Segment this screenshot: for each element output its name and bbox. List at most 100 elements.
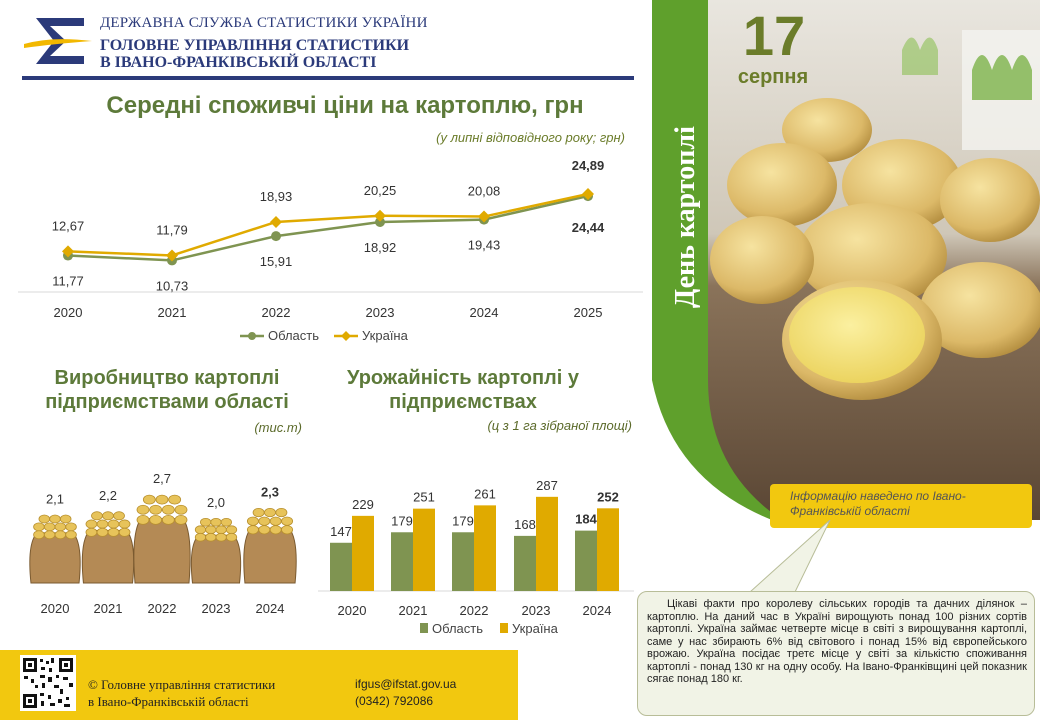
potato-icon <box>155 494 169 505</box>
footer-phone: (0342) 792086 <box>355 694 434 708</box>
agency-name: ДЕРЖАВНА СЛУЖБА СТАТИСТИКИ УКРАЇНИ <box>100 15 428 31</box>
data-point <box>582 187 594 200</box>
facts-box <box>637 591 1035 716</box>
potato-icon <box>65 530 77 540</box>
data-label: 2,0 <box>207 495 225 510</box>
data-label: 20,25 <box>364 183 397 198</box>
x-tick-label: 2024 <box>583 603 612 618</box>
x-tick-label: 2021 <box>399 603 428 618</box>
callout-pointer <box>748 520 831 593</box>
potato-icon <box>220 517 232 527</box>
event-day: 17 <box>742 4 806 67</box>
data-label: 2,7 <box>153 471 171 486</box>
price-chart-subtitle: (у липні відповідного року; грн) <box>436 130 625 145</box>
x-tick-label: 2023 <box>202 601 231 616</box>
series-line-oblast <box>67 194 589 262</box>
legend-swatch <box>420 623 428 633</box>
data-label: 19,43 <box>468 238 501 253</box>
potato-icon <box>246 525 259 535</box>
potato-icon <box>102 511 114 521</box>
potato-icon <box>797 203 947 307</box>
potato-icon <box>281 525 294 535</box>
potato-icon <box>194 525 207 535</box>
data-point <box>62 245 74 258</box>
bar-oblast <box>514 535 536 591</box>
potato-icon <box>161 514 175 525</box>
potato-icon <box>65 522 77 532</box>
data-label: 251 <box>413 490 435 505</box>
bar-oblast <box>575 530 597 591</box>
data-label: 287 <box>536 478 558 493</box>
yield-chart-subtitle: (ц з 1 га зібраної площі) <box>487 418 632 433</box>
potato-icon <box>920 262 1040 358</box>
potato-icon <box>264 507 276 518</box>
x-tick-label: 2025 <box>574 305 603 320</box>
x-tick-label: 2020 <box>338 603 367 618</box>
potato-icon <box>269 525 282 535</box>
data-label: 184 <box>575 512 597 527</box>
potato-icon <box>54 530 67 540</box>
cut-potato-icon <box>789 287 925 383</box>
legend-label: Україна <box>362 328 409 343</box>
data-point <box>271 231 281 242</box>
potato-icon <box>174 514 188 525</box>
info-note-text: Інформацію наведено по Івано-Франківські… <box>790 489 966 518</box>
potato-icon <box>174 504 188 515</box>
x-tick-label: 2020 <box>41 601 70 616</box>
bar-ukraine <box>413 508 435 591</box>
sigma-logo-icon <box>24 18 92 64</box>
bar-oblast <box>452 532 474 591</box>
bar-oblast <box>330 542 352 591</box>
data-label: 179 <box>391 513 413 528</box>
sack-icon <box>190 517 242 584</box>
potato-icon <box>205 532 217 542</box>
x-tick-label: 2023 <box>522 603 551 618</box>
header-divider <box>22 76 634 80</box>
potato-icon <box>49 514 61 524</box>
data-point <box>375 216 385 227</box>
bar-oblast <box>391 532 413 591</box>
legend-label: Область <box>268 328 319 343</box>
production-sack-chart: 2,1 2020 2,2 2021 2,7 2022 2,0 2023 2,3 2024 <box>29 471 297 616</box>
bar-ukraine <box>536 496 558 591</box>
potato-icon <box>136 514 150 525</box>
potato-icon <box>205 525 217 535</box>
footer-email[interactable]: ifgus@ifstat.gov.ua <box>355 677 457 691</box>
potato-icon <box>59 514 72 524</box>
data-label: 252 <box>597 489 619 504</box>
data-point <box>374 209 386 222</box>
potato-icon <box>149 514 163 525</box>
potato-icon <box>85 527 98 537</box>
potato-day-title: День картоплі <box>670 126 701 308</box>
potato-icon <box>252 507 265 518</box>
legend-label: Область <box>432 621 483 636</box>
potato-icon <box>33 530 45 540</box>
data-label: 2,1 <box>46 491 64 506</box>
potato-icon <box>258 516 271 526</box>
yield-bar-chart: 1472292020179251202117926120221682872023… <box>318 478 634 636</box>
sack-icon <box>243 507 297 584</box>
production-chart-unit: (тис.т) <box>254 420 302 435</box>
series-line-ukraine <box>67 192 589 257</box>
x-tick-label: 2021 <box>158 305 187 320</box>
data-label: 261 <box>474 486 496 501</box>
data-label: 11,79 <box>156 222 188 237</box>
price-chart-title: Середні споживчі ціни на картоплю, грн <box>106 92 584 119</box>
data-label: 11,77 <box>52 274 84 289</box>
data-point <box>270 215 282 228</box>
data-label: 15,91 <box>260 254 293 269</box>
footer-copyright-line-2: в Івано-Франківській області <box>88 694 249 709</box>
potato-icon <box>91 511 103 521</box>
data-label: 2,2 <box>99 488 117 503</box>
potato-day-panel <box>652 0 1040 520</box>
potato-icon <box>96 519 109 529</box>
bar-ukraine <box>352 515 374 591</box>
office-line-2: В ІВАНО-ФРАНКІВСЬКІЙ ОБЛАСТІ <box>100 54 377 71</box>
potato-icon <box>782 98 872 162</box>
potato-icon <box>225 532 238 542</box>
price-line-chart: 2020 2021 2022 2023 2024 2025 11,77 10,73 15,91 1… <box>18 158 643 343</box>
x-tick-label: 2024 <box>470 305 499 320</box>
potato-icon <box>215 532 227 542</box>
legend-marker <box>341 331 351 341</box>
qr-code-icon[interactable] <box>20 655 76 711</box>
